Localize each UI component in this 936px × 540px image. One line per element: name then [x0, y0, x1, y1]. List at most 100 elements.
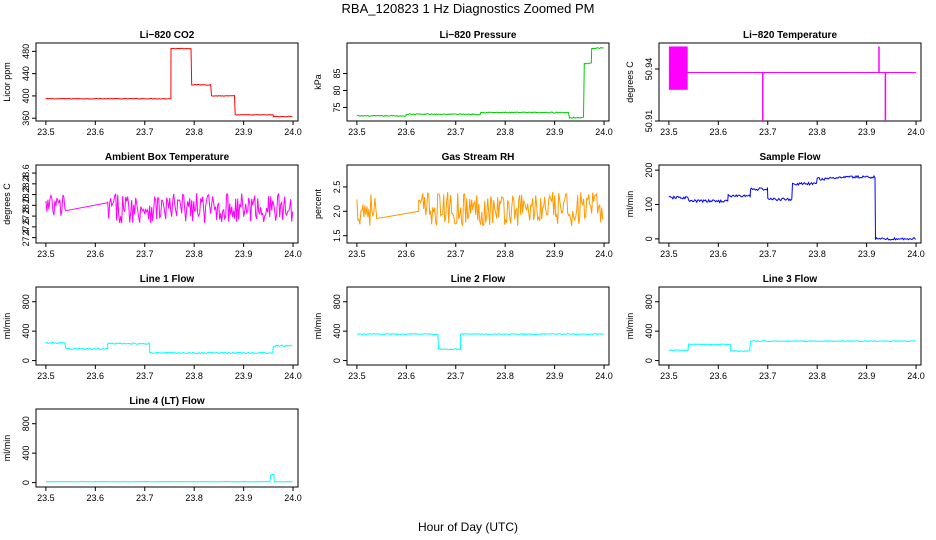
- x-tick-label: 23.9: [235, 371, 253, 381]
- series-line: [356, 191, 604, 228]
- x-tick-label: 23.8: [185, 249, 203, 259]
- x-tick-label: 23.9: [235, 493, 253, 503]
- y-tick-label: 100: [644, 197, 654, 212]
- panels: Li−820 CO2 23.5 23.6 23.7 23.8 23.9 24.0 360 400…: [2, 30, 925, 503]
- x-tick-label: 24.0: [595, 371, 613, 381]
- panel-2: Li−820 Pressure 23.5 23.6 23.7 23.8 23.9 24.0 7…: [313, 30, 613, 137]
- plot-frame: [346, 286, 610, 366]
- y-axis-label: ml/min: [625, 191, 635, 218]
- y-tick-label: 440: [21, 66, 31, 81]
- x-tick-label: 23.8: [185, 493, 203, 503]
- y-axis-label: Licor ppm: [2, 62, 12, 102]
- x-tick-label: 23.5: [660, 127, 678, 137]
- x-tick-label: 23.5: [348, 249, 366, 259]
- y-axis-label: percent: [313, 188, 323, 219]
- y-tick-label: 85: [332, 69, 342, 79]
- plot-frame: [35, 164, 299, 244]
- y-tick-label: 28.2: [21, 186, 31, 204]
- panel-7: Line 1 Flow 23.5 23.6 23.7 23.8 23.9 24.0 0 400 8…: [2, 274, 302, 381]
- x-tick-label: 24.0: [907, 249, 925, 259]
- y-axis-label: degrees C: [625, 61, 635, 103]
- plot-frame: [658, 42, 922, 122]
- y-tick-label: 1.5: [332, 229, 342, 242]
- x-tick-label: 23.6: [710, 371, 728, 381]
- x-tick-label: 23.5: [348, 371, 366, 381]
- y-tick-label: 27.6: [21, 218, 31, 236]
- panel-title: Line 2 Flow: [451, 274, 506, 285]
- x-tick-label: 23.6: [87, 493, 105, 503]
- figure-xlabel: Hour of Day (UTC): [418, 520, 518, 534]
- x-tick-label: 23.9: [546, 127, 564, 137]
- plot-frame: [35, 42, 299, 122]
- y-tick-label: 27.8: [21, 207, 31, 225]
- panel-title: Li−820 Temperature: [743, 30, 837, 41]
- plot-frame: [346, 164, 610, 244]
- y-tick-label: 400: [644, 324, 654, 339]
- panel-6: Sample Flow 23.5 23.6 23.7 23.8 23.9 24.0 0 100 2…: [625, 152, 925, 259]
- x-tick-label: 23.8: [185, 371, 203, 381]
- x-tick-label: 23.6: [398, 127, 416, 137]
- x-tick-label: 24.0: [595, 127, 613, 137]
- x-tick-label: 23.7: [759, 371, 777, 381]
- panel-10: Line 4 (LT) Flow 23.5 23.6 23.7 23.8 23.9 24.0…: [2, 396, 302, 503]
- series-line: [356, 333, 604, 351]
- y-tick-label: 2.5: [332, 181, 342, 194]
- x-tick-label: 23.8: [808, 371, 826, 381]
- panel-title: Sample Flow: [759, 152, 820, 163]
- x-tick-label: 23.6: [87, 127, 105, 137]
- x-tick-label: 23.5: [37, 371, 55, 381]
- y-tick-label: 28.6: [21, 164, 31, 182]
- y-tick-label: 0: [21, 480, 31, 485]
- x-tick-label: 23.8: [808, 249, 826, 259]
- x-tick-label: 23.9: [858, 127, 876, 137]
- x-tick-label: 24.0: [284, 493, 302, 503]
- x-tick-label: 23.9: [858, 249, 876, 259]
- x-tick-label: 23.5: [37, 493, 55, 503]
- series-line: [356, 47, 604, 119]
- y-tick-label: 480: [21, 44, 31, 59]
- y-tick-label: 0: [332, 358, 342, 363]
- panel-4: Ambient Box Temperature 23.5 23.6 23.7 23.8 2…: [2, 152, 302, 259]
- x-tick-label: 23.6: [87, 249, 105, 259]
- panel-9: Line 3 Flow 23.5 23.6 23.7 23.8 23.9 24.0 0 400 8…: [625, 274, 925, 381]
- x-tick-label: 23.8: [185, 127, 203, 137]
- panel-title: Line 4 (LT) Flow: [129, 396, 205, 407]
- x-tick-label: 23.5: [348, 127, 366, 137]
- x-tick-label: 23.5: [37, 249, 55, 259]
- y-tick-label: 400: [332, 324, 342, 339]
- panel-3: Li−820 Temperature 23.5 23.6 23.7 23.8 23.9 24…: [625, 30, 925, 137]
- y-tick-label: 800: [332, 294, 342, 309]
- y-tick-label: 50.91: [644, 110, 654, 133]
- y-tick-label: 0: [644, 236, 654, 241]
- panel-1: Li−820 CO2 23.5 23.6 23.7 23.8 23.9 24.0 360 400…: [2, 30, 302, 137]
- panel-title: Line 1 Flow: [140, 274, 195, 285]
- series-line: [45, 473, 293, 483]
- y-tick-label: 400: [21, 446, 31, 461]
- x-tick-label: 23.9: [546, 249, 564, 259]
- x-tick-label: 23.9: [858, 371, 876, 381]
- x-tick-label: 23.8: [496, 371, 514, 381]
- series-line: [45, 341, 293, 355]
- x-tick-label: 23.7: [136, 371, 154, 381]
- plot-frame: [346, 42, 610, 122]
- x-tick-label: 23.6: [710, 127, 728, 137]
- y-tick-label: 0: [21, 358, 31, 363]
- x-tick-label: 23.5: [660, 249, 678, 259]
- panel-title: Gas Stream RH: [442, 152, 515, 163]
- y-tick-label: 28.0: [21, 197, 31, 215]
- x-tick-label: 24.0: [907, 127, 925, 137]
- panel-title: Li−820 Pressure: [440, 30, 517, 41]
- plot-frame: [658, 164, 922, 244]
- y-tick-label: 2.0: [332, 205, 342, 218]
- y-tick-label: 80: [332, 85, 342, 95]
- y-tick-label: 800: [21, 294, 31, 309]
- panel-title: Line 3 Flow: [763, 274, 818, 285]
- x-tick-label: 23.6: [398, 249, 416, 259]
- x-tick-label: 23.9: [235, 249, 253, 259]
- x-tick-label: 24.0: [284, 249, 302, 259]
- y-tick-label: 75: [332, 102, 342, 112]
- y-tick-label: 360: [21, 111, 31, 126]
- y-tick-label: 800: [21, 416, 31, 431]
- x-tick-label: 23.7: [759, 127, 777, 137]
- x-tick-label: 23.5: [660, 371, 678, 381]
